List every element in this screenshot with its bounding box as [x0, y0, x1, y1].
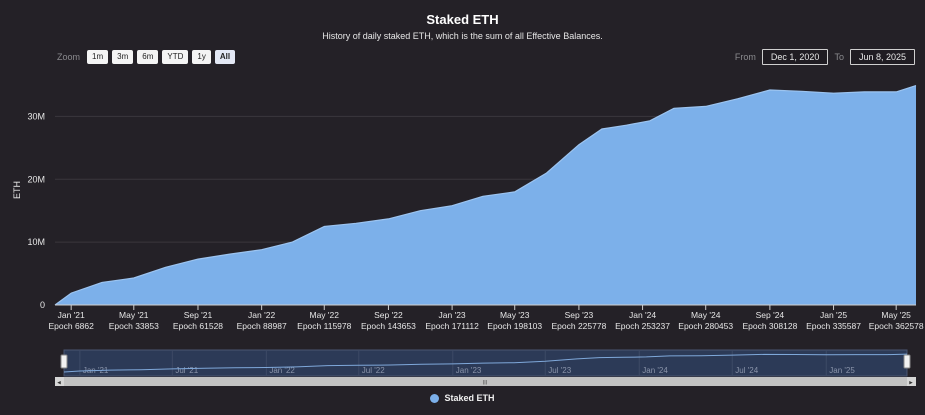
x-tick-epoch-label: Epoch 143653: [361, 321, 416, 331]
series-line-staked-eth: [54, 85, 917, 306]
y-axis-title: ETH: [12, 181, 22, 199]
from-date-input[interactable]: Dec 1, 2020: [761, 49, 829, 65]
zoom-ytd-button[interactable]: YTD: [162, 50, 189, 64]
zoom-all-button[interactable]: All: [214, 50, 236, 64]
legend[interactable]: Staked ETH: [0, 393, 925, 403]
x-tick-epoch-label: Epoch 253237: [615, 321, 670, 331]
scroll-right-arrow-icon[interactable]: ▸: [909, 380, 913, 387]
x-tick-label: May '21: [119, 310, 149, 320]
x-tick-epoch-label: Epoch 335587: [806, 321, 861, 331]
from-label: From: [734, 52, 756, 62]
x-tick-epoch-label: Epoch 115978: [297, 321, 351, 331]
navigator-series-line: [63, 353, 908, 373]
to-date-input[interactable]: Jun 8, 2025: [849, 49, 915, 65]
x-tick-label: Jan '23: [439, 310, 466, 320]
x-tick-label: May '25: [881, 310, 911, 320]
zoom-label: Zoom: [57, 52, 81, 62]
x-tick-epoch-label: Epoch 61528: [173, 321, 223, 331]
x-tick-epoch-label: Epoch 88987: [237, 321, 287, 331]
x-tick-label: May '24: [691, 310, 721, 320]
x-tick-epoch-label: Epoch 198103: [487, 321, 542, 331]
x-tick-epoch-label: Epoch 171112: [425, 321, 479, 331]
y-tick-label: 10M: [27, 237, 45, 247]
scrollbar-grip-icon: III: [482, 381, 487, 387]
x-tick-epoch-label: Epoch 6862: [48, 321, 94, 331]
navigator-tick-label: Jul '22: [362, 366, 385, 375]
navigator-left-handle[interactable]: [60, 354, 68, 369]
date-range: From Dec 1, 2020 To Jun 8, 2025: [735, 49, 915, 65]
y-tick-label: 30M: [27, 111, 45, 121]
legend-marker: [430, 393, 440, 403]
x-tick-epoch-label: Epoch 33853: [109, 321, 159, 331]
navigator-tick-label: Jan '22: [269, 366, 295, 375]
x-tick-label: Sep '22: [374, 310, 403, 320]
to-label: To: [834, 52, 844, 62]
zoom-1y-button[interactable]: 1y: [192, 50, 211, 64]
x-tick-epoch-label: Epoch 225778: [551, 321, 606, 331]
x-tick-epoch-label: Epoch 362578: [869, 321, 924, 331]
scroll-left-arrow-icon[interactable]: ◂: [57, 380, 61, 387]
navigator[interactable]: Jan '21 Jul '21 Jan '22 Jul '22 Jan '23 Jul '…: [55, 349, 916, 387]
x-tick-label: Sep '21: [184, 310, 213, 320]
y-tick-label: 20M: [27, 174, 45, 184]
x-tick-label: Sep '24: [756, 310, 785, 320]
zoom-controls: Zoom 1m 3m 6m YTD 1y All: [57, 50, 236, 64]
navigator-tick-label: Jul '24: [735, 366, 758, 375]
navigator-tick-label: Jan '25: [829, 366, 855, 375]
x-tick-label: Jan '22: [248, 310, 275, 320]
x-tick-label: May '23: [500, 310, 530, 320]
x-tick-label: Jan '24: [629, 310, 656, 320]
navigator-right-handle[interactable]: [903, 354, 911, 369]
zoom-3m-button[interactable]: 3m: [112, 50, 134, 64]
x-tick-label: Jan '21: [58, 310, 85, 320]
navigator-tick-label: Jul '23: [548, 366, 571, 375]
zoom-6m-button[interactable]: 6m: [137, 50, 159, 64]
zoom-1m-button[interactable]: 1m: [87, 50, 109, 64]
navigator-tick-label: Jul '21: [175, 366, 198, 375]
x-tick-label: Jan '25: [820, 310, 847, 320]
x-tick-label: May '22: [310, 310, 340, 320]
x-tick-epoch-label: Epoch 308128: [742, 321, 797, 331]
x-tick-epoch-label: Epoch 280453: [678, 321, 733, 331]
series-area-staked-eth: [55, 85, 916, 305]
navigator-tick-label: Jan '24: [642, 366, 668, 375]
chart-title: Staked ETH: [426, 12, 499, 27]
navigator-tick-label: Jan '23: [456, 366, 482, 375]
x-tick-label: Sep '23: [565, 310, 594, 320]
y-tick-label: 0: [40, 300, 45, 310]
scrollbar-thumb[interactable]: [64, 377, 907, 386]
chart-subtitle: History of daily staked ETH, which is th…: [322, 31, 603, 41]
legend-label: Staked ETH: [444, 393, 495, 403]
